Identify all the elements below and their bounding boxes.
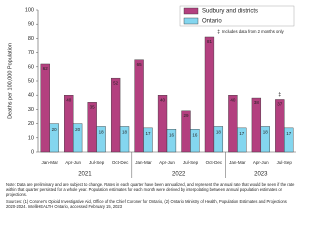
bar (190, 129, 200, 153)
data-label: 18 (99, 130, 105, 135)
data-label: 40 (230, 97, 236, 102)
bar (213, 126, 224, 153)
data-label: 16 (192, 132, 198, 137)
data-label: 17 (145, 131, 151, 136)
footnote: Includes data from 2 months only (222, 29, 285, 34)
bar (72, 123, 83, 153)
group-label: 2021 (78, 172, 92, 178)
data-label: 18 (216, 130, 222, 135)
group-label: 2022 (172, 172, 186, 178)
chart: Deaths per 100,000 Population 0 10 20 30 40 5… (7, 5, 296, 178)
data-label: 38 (254, 100, 260, 105)
x-tick-label: Jul-Sep (89, 160, 105, 165)
x-tick-label: Jul-Sep (183, 160, 199, 165)
y-tick-label: 10 (28, 135, 34, 141)
group-label: 2023 (254, 172, 268, 178)
data-label: 17 (239, 131, 245, 136)
y-tick-label: 0 (31, 149, 34, 155)
page: {"chart_data": {"type": "bar", "y_label"… (6, 5, 296, 211)
data-label: 35 (90, 104, 96, 109)
y-tick-label: 90 (28, 22, 34, 28)
legend-swatch (183, 7, 199, 15)
bar (260, 126, 270, 153)
data-label: 81 (207, 39, 213, 44)
data-label: 20 (52, 127, 58, 132)
data-label: 65 (137, 62, 143, 67)
y-tick-label: 80 (28, 36, 34, 42)
x-tick-label: Jul-Sep (277, 160, 293, 165)
y-tick-label: 60 (28, 64, 34, 70)
data-label: 29 (183, 113, 189, 118)
y-tick-label: 70 (28, 50, 34, 56)
bar (87, 102, 97, 153)
bar (64, 94, 74, 153)
bar (134, 59, 144, 153)
data-label: 16 (169, 132, 175, 137)
x-tick-label: Apr-Jun (159, 160, 175, 165)
data-label: 40 (160, 97, 166, 102)
bar (237, 127, 247, 153)
y-tick-label: 30 (28, 107, 34, 113)
x-tick-label: Jan-Mar (135, 160, 152, 165)
bar (49, 123, 59, 153)
bar (119, 126, 130, 153)
x-tick-label: Apr-Jun (253, 160, 269, 165)
x-tick-label: Apr-Jun (65, 160, 81, 165)
data-label: 37 (277, 102, 283, 107)
y-axis-label: Deaths per 100,000 Population (7, 43, 13, 119)
bar (166, 129, 177, 153)
data-label: 52 (113, 80, 119, 85)
legend-box (179, 5, 295, 27)
x-tick-label: Jan-Mar (41, 160, 58, 165)
bar (251, 97, 262, 153)
bar (284, 127, 294, 153)
bar (157, 94, 168, 153)
y-tick-label: 100 (25, 7, 34, 13)
y-tick-label: 20 (28, 121, 34, 127)
bar (40, 63, 50, 153)
data-label: 40 (66, 97, 72, 102)
footnote-marker: ‡ (217, 29, 220, 35)
bar (204, 36, 215, 153)
data-label: 18 (263, 130, 269, 135)
bar (143, 127, 153, 153)
bar (275, 99, 285, 153)
bar (96, 126, 106, 153)
data-label: 18 (122, 130, 128, 135)
x-tick-label: Oct-Dec (206, 160, 223, 165)
legend-swatch (183, 17, 199, 25)
legend-label: Sudbury and districts (202, 9, 258, 15)
footnote-marker: ‡ (278, 92, 281, 98)
y-tick-label: 40 (28, 93, 34, 99)
note: Note: Data are preliminary and are subje… (6, 182, 295, 197)
y-tick-label: 50 (28, 78, 34, 84)
legend-label: Ontario (202, 19, 222, 25)
x-tick-label: Oct-Dec (112, 160, 129, 165)
bar (110, 77, 121, 153)
x-tick-label: Jan-Mar (229, 160, 246, 165)
data-label: 20 (75, 127, 81, 132)
notes: Note: Data are preliminary and are subje… (6, 182, 296, 211)
data-label: 17 (286, 131, 292, 136)
data-label: 62 (43, 66, 49, 71)
bar (228, 94, 238, 153)
sources: Sources: (1) Coroner's Opioid Investigat… (6, 199, 287, 209)
